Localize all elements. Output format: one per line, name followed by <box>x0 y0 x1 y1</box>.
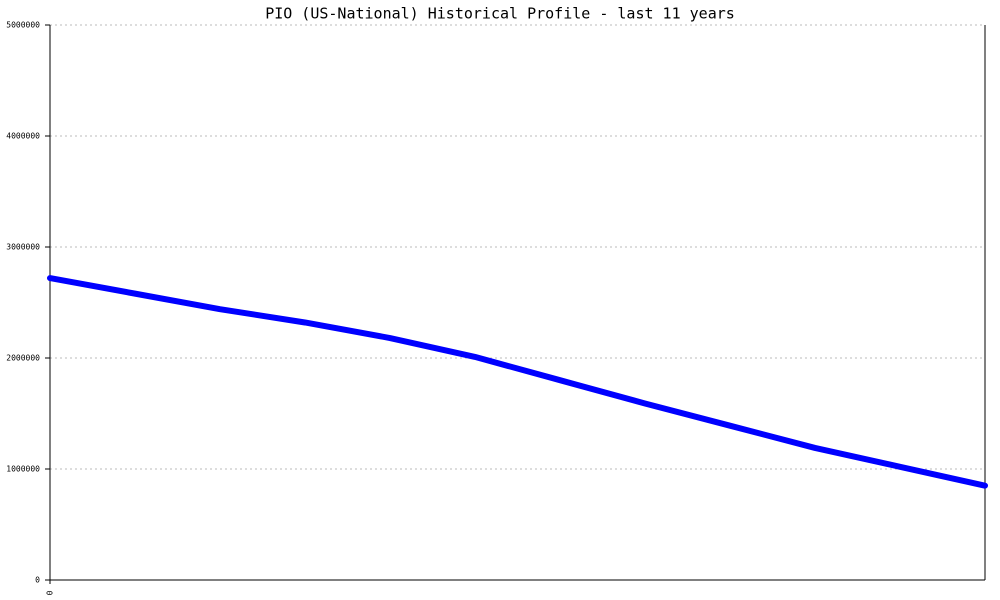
y-tick-label: 4000000 <box>6 132 40 141</box>
chart-title: PIO (US-National) Historical Profile - l… <box>265 5 735 23</box>
line-series <box>47 275 988 489</box>
y-tick-label: 0 <box>35 576 40 585</box>
y-tick-label: 2000000 <box>6 354 40 363</box>
y-tick-label: 5000000 <box>6 21 40 30</box>
x-tick-label: 0 <box>46 590 55 595</box>
y-tick-label: 1000000 <box>6 465 40 474</box>
y-tick-label: 3000000 <box>6 243 40 252</box>
